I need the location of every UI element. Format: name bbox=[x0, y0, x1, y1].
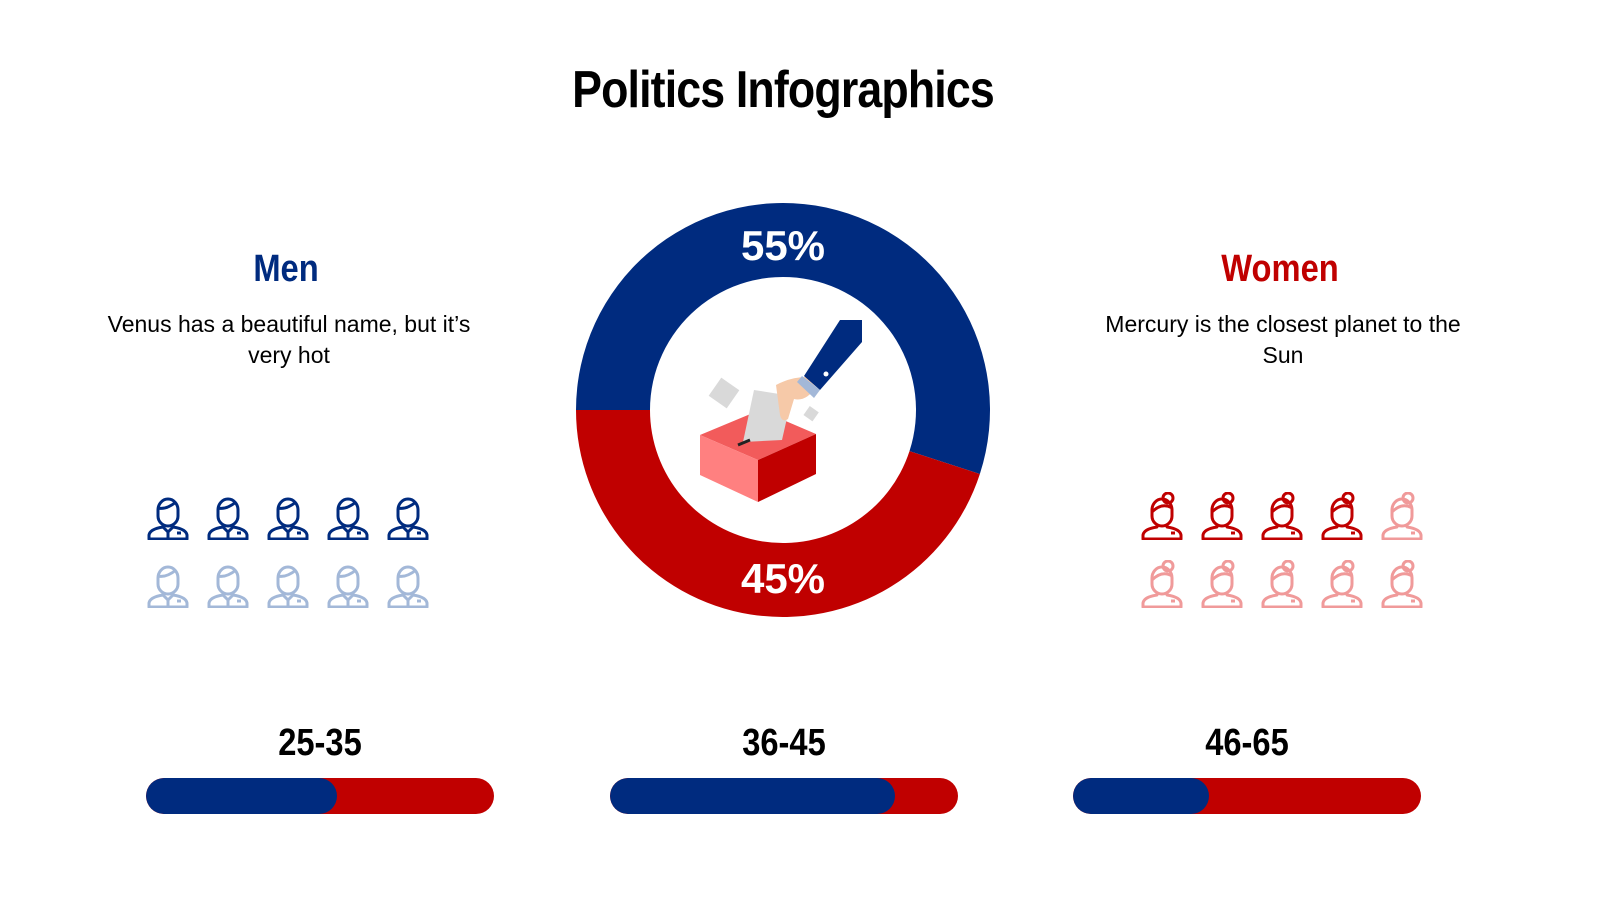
bar-fill-25-35 bbox=[146, 778, 338, 814]
woman-icon bbox=[1261, 560, 1303, 608]
bar-fill-46-65 bbox=[1073, 778, 1209, 814]
woman-icon bbox=[1201, 492, 1243, 540]
woman-icon bbox=[1261, 492, 1303, 540]
bar-fill-36-45 bbox=[610, 778, 896, 814]
man-icon bbox=[147, 497, 189, 540]
age-label-25-35: 25-35 bbox=[278, 722, 362, 764]
bar-25-35 bbox=[146, 778, 494, 814]
donut-slice-0 bbox=[576, 203, 990, 474]
women-heading: Women bbox=[1221, 248, 1339, 290]
slice-label-women: 45% bbox=[741, 555, 825, 602]
woman-icon bbox=[1141, 560, 1183, 608]
ballot-box-icon bbox=[700, 320, 862, 502]
man-icon bbox=[387, 497, 429, 540]
man-icon bbox=[267, 565, 309, 608]
men-icon-grid bbox=[144, 492, 429, 608]
age-label-36-45: 36-45 bbox=[742, 722, 826, 764]
woman-icon bbox=[1321, 492, 1363, 540]
man-icon bbox=[267, 497, 309, 540]
page-title: Politics Infographics bbox=[572, 61, 995, 119]
slice-label-men: 55% bbox=[741, 222, 825, 269]
man-icon bbox=[207, 565, 249, 608]
woman-icon bbox=[1201, 560, 1243, 608]
man-icon bbox=[327, 497, 369, 540]
man-icon bbox=[207, 497, 249, 540]
man-icon bbox=[327, 565, 369, 608]
man-icon bbox=[387, 565, 429, 608]
women-description: Mercury is the closest planet to the Sun bbox=[1105, 311, 1461, 368]
donut-slice-1 bbox=[576, 410, 980, 617]
woman-icon bbox=[1381, 492, 1423, 540]
men-description: Venus has a beautiful name, but it’s ver… bbox=[107, 311, 471, 368]
bar-46-65 bbox=[1073, 778, 1421, 814]
women-icon-grid bbox=[1138, 492, 1423, 608]
donut-chart: 55% 45% bbox=[576, 203, 990, 617]
bar-36-45 bbox=[610, 778, 958, 814]
woman-icon bbox=[1141, 492, 1183, 540]
man-icon bbox=[147, 565, 189, 608]
age-label-46-65: 46-65 bbox=[1205, 722, 1289, 764]
woman-icon bbox=[1381, 560, 1423, 608]
woman-icon bbox=[1321, 560, 1363, 608]
men-heading: Men bbox=[253, 248, 319, 290]
